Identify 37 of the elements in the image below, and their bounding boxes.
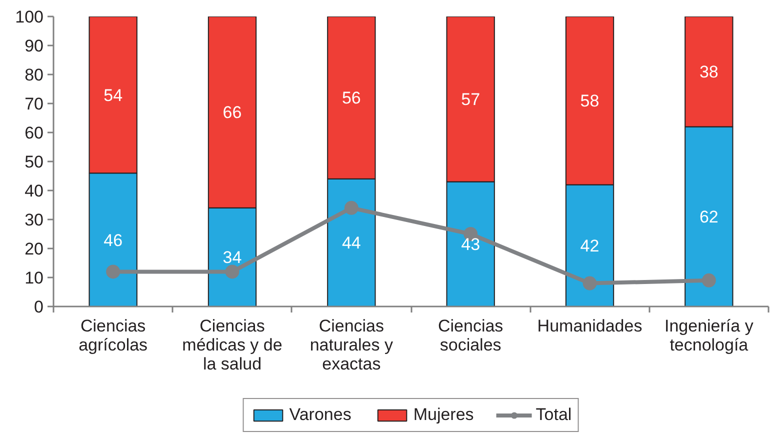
data-label: 56 xyxy=(342,88,361,108)
data-label: 42 xyxy=(580,236,600,256)
x-tick-label: Ciencias naturales y exactas xyxy=(310,316,394,374)
x-tick-label: Ciencias agrícolas xyxy=(78,316,148,354)
data-label: 43 xyxy=(461,235,480,254)
x-tick-label: Ingeniería y tecnología xyxy=(664,316,754,354)
data-label: 62 xyxy=(699,208,718,227)
data-label: 46 xyxy=(104,230,123,250)
y-tick-label: 20 xyxy=(24,240,44,258)
data-label: 66 xyxy=(222,103,242,122)
y-tick-label: 0 xyxy=(34,298,44,316)
y-tick-label: 30 xyxy=(24,210,44,230)
x-tick-label: Humanidades xyxy=(537,316,642,336)
y-tick-label: 60 xyxy=(24,124,44,142)
x-tick-label: Ciencias sociales xyxy=(438,316,504,354)
y-tick-label: 100 xyxy=(15,8,44,26)
data-label: 58 xyxy=(580,92,600,111)
data-label: 38 xyxy=(699,62,718,82)
x-tick-label: Ciencias médicas y de la salud xyxy=(182,316,282,374)
point xyxy=(582,276,597,290)
legend-label: Total xyxy=(536,405,572,425)
point xyxy=(106,264,120,279)
y-tick-label: 50 xyxy=(24,152,44,172)
y-tick-label: 10 xyxy=(24,268,44,288)
point xyxy=(225,264,240,279)
legend-label: Mujeres xyxy=(413,405,474,425)
y-tick-label: 80 xyxy=(24,66,44,84)
point xyxy=(344,200,358,215)
data-label: 44 xyxy=(342,234,361,253)
data-label: 57 xyxy=(461,90,480,110)
y-tick-label: 40 xyxy=(24,182,44,200)
legend-label: Varones xyxy=(289,405,352,425)
data-label: 34 xyxy=(222,248,242,268)
y-tick-label: 90 xyxy=(24,36,44,56)
point xyxy=(702,273,716,288)
data-label: 54 xyxy=(104,86,123,105)
y-tick-label: 70 xyxy=(24,94,44,114)
